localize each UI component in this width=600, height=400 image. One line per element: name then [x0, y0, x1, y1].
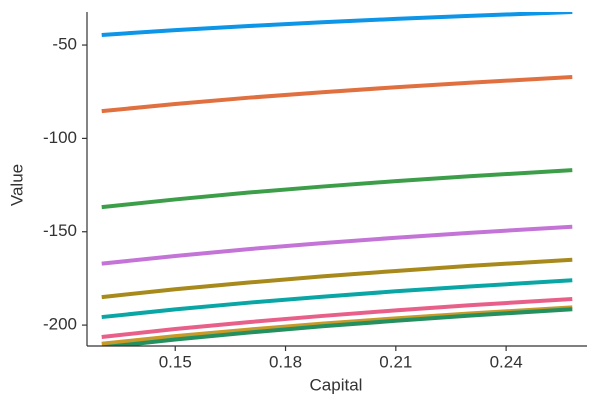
plot-area: [101, 12, 573, 346]
series-line: [101, 305, 573, 346]
y-tick-label: -150: [43, 221, 77, 240]
x-axis-label: Capital: [310, 375, 363, 394]
y-axis-label: Value: [7, 164, 26, 206]
x-tick-label: 0.18: [269, 352, 302, 371]
x-tick-label: 0.24: [490, 352, 523, 371]
y-tick-label: -100: [43, 128, 77, 147]
y-tick-label: -200: [43, 315, 77, 334]
series-line: [101, 12, 573, 37]
series-line: [101, 168, 573, 210]
series-line: [101, 296, 573, 340]
series-line: [101, 307, 573, 346]
y-tick-label: -50: [52, 35, 77, 54]
x-tick-label: 0.15: [159, 352, 192, 371]
series-line: [101, 278, 573, 320]
x-tick-label: 0.21: [379, 352, 412, 371]
series-line: [101, 224, 573, 266]
series-line: [101, 257, 573, 300]
series-line: [101, 74, 573, 114]
